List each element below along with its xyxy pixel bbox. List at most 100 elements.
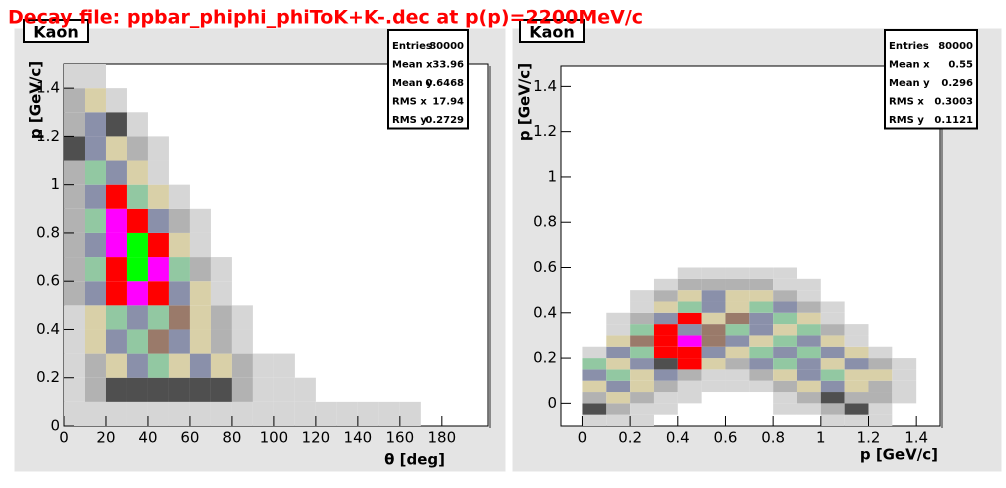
heat-cell (189, 305, 211, 330)
heat-cell (64, 184, 85, 209)
heat-cell (725, 290, 750, 302)
heat-cell (868, 358, 893, 370)
heat-cell (378, 401, 400, 426)
heat-cell (749, 278, 774, 291)
heat-cell (64, 329, 85, 354)
heat-cell (773, 403, 797, 415)
heat-cell (231, 329, 253, 354)
heat-cell (677, 290, 702, 302)
heat-cell (820, 369, 845, 381)
heat-cell (273, 353, 295, 378)
heat-cell (64, 160, 85, 185)
heat-cell (820, 324, 845, 336)
heat-cell (725, 278, 750, 291)
heat-cell (147, 305, 169, 330)
heat-cell (677, 346, 702, 359)
heat-cell (606, 324, 631, 336)
heat-cell (84, 232, 106, 258)
heat-cell (210, 329, 232, 354)
heat-cell (84, 64, 106, 89)
heat-cell (126, 305, 148, 330)
heat-cell (84, 305, 106, 330)
heat-cell (630, 312, 654, 325)
stats-label: RMS x (392, 97, 427, 108)
heat-cell (701, 290, 726, 302)
heat-cell (630, 324, 654, 336)
heat-cell (606, 414, 631, 426)
heat-cell (653, 301, 678, 313)
heat-cell (210, 353, 232, 378)
y-axis-title: p [GeV/c] (516, 63, 534, 141)
heat-cell (677, 392, 702, 404)
heat-cell (868, 369, 893, 381)
heat-cell (725, 335, 750, 347)
x-tick-label: 40 (138, 429, 157, 447)
heat-cell (252, 377, 274, 402)
heat-cell (582, 414, 607, 426)
heat-cell (820, 414, 845, 426)
y-tick-label: 0.2 (36, 368, 60, 386)
heat-cell (749, 335, 774, 347)
heat-cell (64, 377, 85, 402)
heat-cell (677, 358, 702, 370)
heat-cell (606, 392, 631, 404)
x-axis-title: θ [deg] (384, 451, 445, 469)
heat-cell (64, 305, 85, 330)
heat-cell (796, 278, 821, 291)
heat-cell (84, 257, 106, 282)
heat-cell (64, 257, 85, 282)
heat-cell (168, 281, 190, 306)
stats-label: Entries (889, 41, 929, 52)
heat-cell (582, 346, 607, 359)
heat-cell (796, 301, 821, 313)
x-tick-label: 140 (344, 429, 373, 447)
y-tick-label: 0.4 (36, 320, 60, 338)
heat-cell (749, 312, 774, 325)
heat-cell (147, 136, 169, 161)
heat-cell (844, 414, 869, 426)
heat-cell (630, 346, 654, 359)
heat-cell (168, 257, 190, 282)
x-tick-label: 180 (428, 429, 457, 447)
x-tick-label: 0.6 (714, 429, 738, 447)
pad-title-box (23, 19, 89, 43)
stats-label: RMS x (889, 97, 924, 108)
heat-cell (701, 312, 726, 325)
stats-box (884, 29, 978, 130)
heat-cell (653, 346, 678, 359)
heat-cell (701, 324, 726, 336)
x-tick-label: 0 (59, 429, 69, 447)
heat-cell (231, 353, 253, 378)
heat-cell (606, 380, 631, 393)
stats-label: Entries (392, 41, 432, 52)
heat-cell (796, 403, 821, 415)
heat-cell (796, 369, 821, 381)
y-tick-label: 1.2 (36, 127, 60, 145)
heat-cell (606, 403, 631, 415)
heat-cell (892, 392, 917, 404)
x-tick-label: 120 (302, 429, 331, 447)
x-tick-label: 1.2 (857, 429, 881, 447)
heat-cell (749, 380, 774, 393)
heat-cell (773, 335, 797, 347)
heat-cell (105, 281, 127, 306)
heat-cell (820, 380, 845, 393)
heat-cell (105, 257, 127, 282)
heat-cell (84, 401, 106, 426)
stats-value: 0.2729 (425, 115, 464, 126)
heat-cell (773, 301, 797, 313)
stats-value: 0.296 (941, 78, 973, 89)
x-tick-label: 20 (96, 429, 115, 447)
heat-cell (796, 358, 821, 370)
heat-cell (189, 353, 211, 378)
heat-cell (168, 232, 190, 258)
x-tick-label: 0.2 (618, 429, 642, 447)
heat-cell (189, 208, 211, 233)
heat-cell (168, 377, 190, 402)
heat-cell (126, 184, 148, 209)
heat-cell (796, 346, 821, 359)
heat-cell (749, 324, 774, 336)
heat-cell (189, 377, 211, 402)
heat-cell (84, 184, 106, 209)
stats-value: 17.94 (432, 97, 464, 108)
